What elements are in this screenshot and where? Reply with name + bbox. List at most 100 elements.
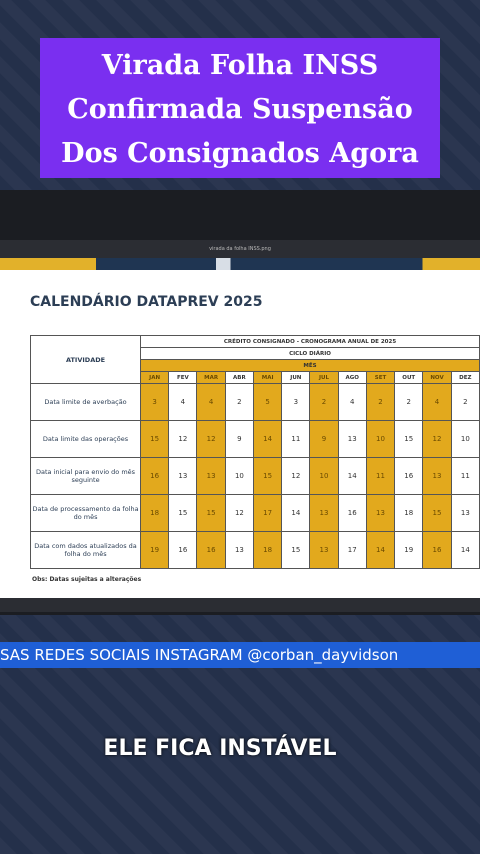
viewer-bar: virada da folha INSS.png bbox=[0, 240, 480, 258]
cell: 3 bbox=[140, 383, 170, 421]
schedule-table: ATIVIDADE CRÉDITO CONSIGNADO - CRONOGRAMA… bbox=[29, 335, 480, 569]
cell: 12 bbox=[281, 457, 311, 495]
cell: 11 bbox=[365, 457, 396, 495]
row: Data limite de averbação 3 4 4 2 5 3 2 4 2 2 4 2 bbox=[29, 383, 480, 421]
row: ATIVIDADE CRÉDITO CONSIGNADO - CRONOGRAMA… bbox=[29, 335, 480, 384]
cell: 15 bbox=[394, 420, 424, 458]
month: JAN bbox=[140, 371, 170, 384]
row: Data limite das operações 15 12 12 9 14 11 9 13 1… bbox=[29, 420, 480, 458]
cell: 15 bbox=[253, 457, 283, 495]
cell: 13 bbox=[365, 494, 396, 532]
note: Obs: Datas sujeitas a alterações bbox=[32, 576, 142, 583]
month-label: MÊS bbox=[140, 359, 480, 372]
cell: 16 bbox=[140, 457, 170, 495]
cell: 2 bbox=[365, 383, 396, 421]
cell: 13 bbox=[422, 457, 452, 495]
cell: 4 bbox=[196, 383, 226, 421]
cell: 5 bbox=[253, 383, 283, 421]
cell: 11 bbox=[450, 457, 480, 495]
cell: 17 bbox=[337, 531, 367, 569]
row: Data de processamento da folha do mês 18 1… bbox=[29, 494, 480, 532]
cell: 12 bbox=[224, 494, 255, 532]
cell: 15 bbox=[168, 494, 198, 532]
viewer-footer bbox=[0, 598, 480, 612]
cell: 16 bbox=[337, 494, 367, 532]
cell: 17 bbox=[253, 494, 283, 532]
cell: 19 bbox=[394, 531, 424, 569]
cell: 10 bbox=[309, 457, 339, 495]
activity: Data com dados atualizados da folha do m… bbox=[29, 531, 142, 569]
month: MAI bbox=[253, 371, 283, 384]
cell: 15 bbox=[281, 531, 311, 569]
month: NOV bbox=[422, 371, 452, 384]
month: ABR bbox=[224, 371, 255, 384]
month: OUT bbox=[394, 371, 424, 384]
stripe bbox=[0, 258, 480, 270]
cell: 11 bbox=[281, 420, 311, 458]
banner-line: Dos Consignados Agora bbox=[61, 138, 419, 169]
cell: 2 bbox=[450, 383, 480, 421]
cell: 2 bbox=[309, 383, 339, 421]
row: Data com dados atualizados da folha do m… bbox=[29, 531, 480, 569]
cell: 10 bbox=[224, 457, 255, 495]
cell: 16 bbox=[168, 531, 198, 569]
cell: 13 bbox=[168, 457, 198, 495]
ticker: SAS REDES SOCIAIS INSTAGRAM @corban_dayv… bbox=[0, 642, 480, 668]
cell: 4 bbox=[168, 383, 198, 421]
month: JUN bbox=[281, 371, 311, 384]
cell: 14 bbox=[365, 531, 396, 569]
cell: 13 bbox=[309, 531, 339, 569]
cell: 12 bbox=[168, 420, 198, 458]
cell: 13 bbox=[309, 494, 339, 532]
cell: 13 bbox=[337, 420, 367, 458]
cell: 13 bbox=[224, 531, 255, 569]
month: DEZ bbox=[450, 371, 480, 384]
cell: 10 bbox=[450, 420, 480, 458]
activity: Data inicial para envio do mês seguinte bbox=[29, 457, 142, 495]
cell: 16 bbox=[394, 457, 424, 495]
activity-header: ATIVIDADE bbox=[29, 335, 142, 384]
cell: 12 bbox=[422, 420, 452, 458]
month: MAR bbox=[196, 371, 226, 384]
month: SET bbox=[365, 371, 396, 384]
cell: 15 bbox=[196, 494, 226, 532]
banner: Virada Folha INSS Confirmada Suspensão Dos… bbox=[40, 38, 440, 178]
banner-line: Virada Folha INSS bbox=[101, 50, 379, 81]
cell: 14 bbox=[253, 420, 283, 458]
cell: 19 bbox=[140, 531, 170, 569]
document: CALENDÁRIO DATAPREV 2025 ATIVIDADE CRÉDIT… bbox=[0, 258, 480, 598]
cell: 14 bbox=[450, 531, 480, 569]
cell: 10 bbox=[365, 420, 396, 458]
activity: Data limite de averbação bbox=[29, 383, 142, 421]
banner-line: Confirmada Suspensão bbox=[67, 94, 413, 125]
cell: 4 bbox=[337, 383, 367, 421]
cell: 9 bbox=[224, 420, 255, 458]
activity: Data limite das operações bbox=[29, 420, 142, 458]
cell: 18 bbox=[253, 531, 283, 569]
cell: 12 bbox=[196, 420, 226, 458]
month: FEV bbox=[168, 371, 198, 384]
filename: virada da folha INSS.png bbox=[209, 246, 271, 252]
table-header: CRÉDITO CONSIGNADO - CRONOGRAMA ANUAL DE… bbox=[140, 335, 480, 348]
cell: 18 bbox=[140, 494, 170, 532]
cycle: CICLO DIÁRIO bbox=[140, 347, 480, 360]
cell: 14 bbox=[337, 457, 367, 495]
cell: 13 bbox=[196, 457, 226, 495]
row: Data inicial para envio do mês seguinte 1… bbox=[29, 457, 480, 495]
cell: 18 bbox=[394, 494, 424, 532]
cell: 15 bbox=[140, 420, 170, 458]
cell: 2 bbox=[394, 383, 424, 421]
cell: 4 bbox=[422, 383, 452, 421]
doc-title: CALENDÁRIO DATAPREV 2025 bbox=[30, 294, 263, 310]
caption: ELE FICA INSTÁVEL bbox=[103, 736, 337, 761]
month: JUL bbox=[309, 371, 339, 384]
cell: 3 bbox=[281, 383, 311, 421]
month: AGO bbox=[337, 371, 367, 384]
activity: Data de processamento da folha do mês bbox=[29, 494, 142, 532]
cell: 16 bbox=[196, 531, 226, 569]
cell: 14 bbox=[281, 494, 311, 532]
cell: 2 bbox=[224, 383, 255, 421]
cell: 9 bbox=[309, 420, 339, 458]
cell: 13 bbox=[450, 494, 480, 532]
